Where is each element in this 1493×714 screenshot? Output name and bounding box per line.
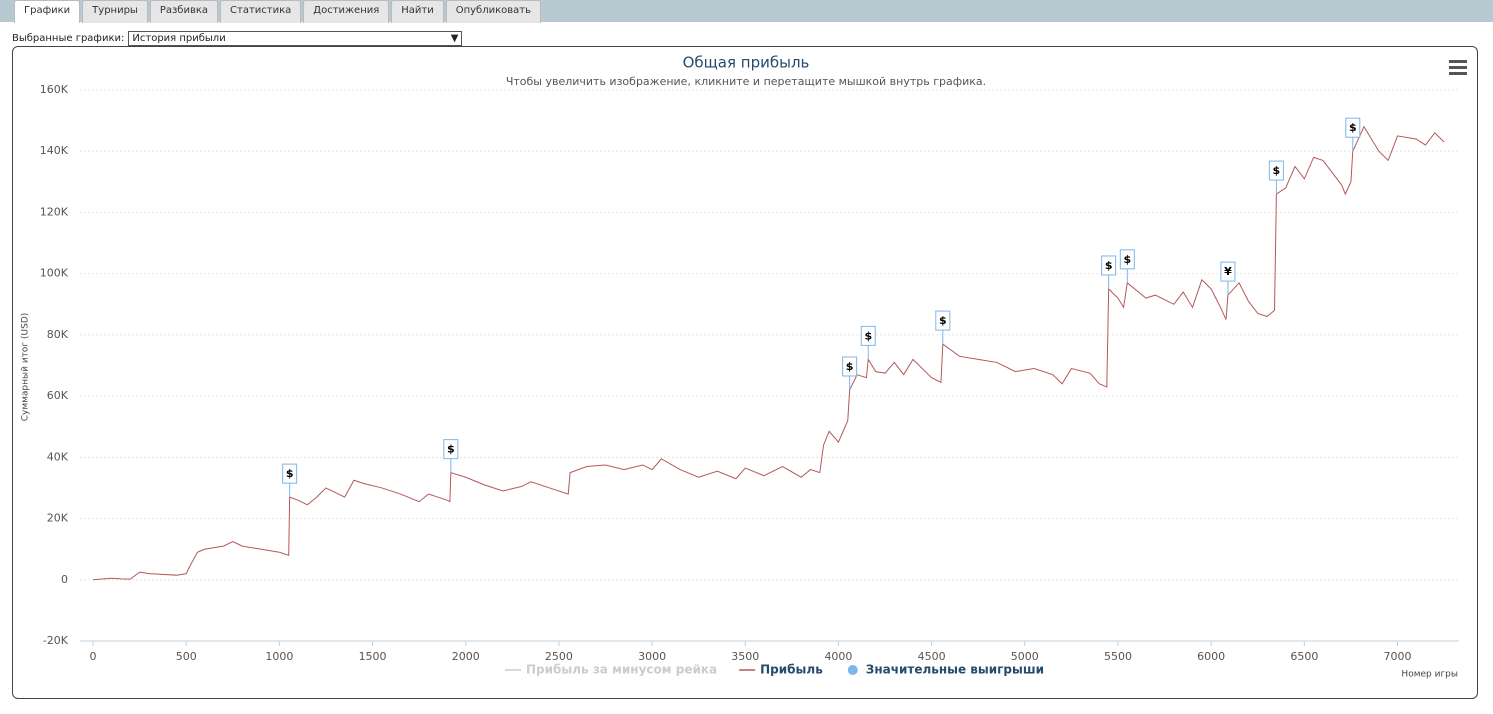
y-tick-label: 60K [47,389,69,402]
tab[interactable]: Опубликовать [445,0,542,23]
flag-box [1220,261,1236,282]
y-tick-label: 40K [47,450,69,463]
chart-selector: Выбранные графики: История прибыли ▼ [12,31,463,46]
chart-title: Общая прибыль [683,54,810,72]
flag-box [443,439,459,460]
x-tick-label: 2500 [545,650,573,663]
flag-label: $ [1123,253,1131,266]
legend-item[interactable]: Прибыль за минусом рейка [505,663,717,677]
selector-dropdown[interactable]: История прибыли ▼ [128,31,463,46]
flag-label: ¥ [1224,265,1232,278]
flag-box [1119,249,1135,270]
menu-button[interactable] [1449,60,1467,75]
y-tick-label: 160K [40,83,69,96]
win-flag: $ [1345,117,1361,152]
x-tick-label: 5500 [1104,650,1132,663]
flag-label: $ [447,443,455,456]
flag-label: $ [1349,121,1357,134]
win-flag: $ [860,325,876,360]
win-flag: $ [935,310,951,345]
flag-box [1268,160,1284,181]
x-tick-label: 1000 [265,650,293,663]
legend-label: Прибыль за минусом рейка [526,663,717,677]
profit-line [93,125,1445,581]
selector-label: Выбранные графики: [12,33,125,44]
x-tick-label: 6000 [1197,650,1225,663]
chart-subtitle: Чтобы увеличить изображение, кликните и … [506,75,986,88]
win-flag: ¥ [1220,261,1236,296]
tabs: Графики Турниры Разбивка Статистика Достижен… [14,0,542,23]
x-tick-label: 3000 [638,650,666,663]
x-tick-label: 4500 [918,650,946,663]
x-tick-label: 3500 [731,650,759,663]
flag-box [282,463,298,484]
win-flag: $ [842,356,858,390]
legend-item[interactable]: Прибыль [739,663,823,677]
flag-box [1101,255,1117,276]
tab[interactable]: Разбивка [149,0,219,23]
tab[interactable]: Найти [391,0,444,23]
x-tick-label: 500 [176,650,197,663]
tab-bar: Графики Турниры Разбивка Статистика Достижен… [0,0,1493,23]
x-tick-label: 2000 [452,650,480,663]
tab[interactable]: Турниры [82,0,148,23]
dropdown-arrow: ▼ [450,33,459,44]
tab[interactable]: Статистика [220,0,302,23]
flag-label: $ [864,329,872,342]
y-tick-label: 120K [40,205,69,218]
flag-label: $ [1273,164,1281,177]
flag-label: $ [286,467,294,480]
win-flag: $ [282,463,298,498]
win-flag: $ [1101,255,1117,289]
win-flag: $ [443,439,459,473]
tab[interactable]: Достижения [303,0,390,23]
selector-value: История прибыли [132,33,226,44]
legend-symbol [847,665,858,675]
flag-box [1345,117,1361,138]
tab[interactable]: Графики [14,0,81,23]
x-tick-label: 7000 [1384,650,1412,663]
win-flag: $ [1268,160,1284,195]
flag-label: $ [1105,259,1113,272]
x-axis-label: Номер игры [1401,670,1458,680]
x-tick-label: 6500 [1290,650,1318,663]
y-tick-label: 20K [47,512,69,525]
legend-label: Прибыль [760,663,823,677]
flag-box [860,325,876,346]
y-tick-label: 140K [40,144,69,157]
chart-container: Общая прибыль Чтобы увеличить изображени… [12,46,1478,699]
x-tick-label: 1500 [359,650,387,663]
y-tick-label: 100K [40,267,69,280]
flag-label: $ [939,314,947,327]
y-tick-label: 0 [61,573,68,586]
y-tick-label: -20K [43,634,69,647]
win-flag: $ [1119,249,1135,283]
legend-label: Значительные выигрыши [866,663,1044,677]
y-tick-label: 80K [47,328,69,341]
flag-box [842,356,858,377]
x-tick-label: 5000 [1011,650,1039,663]
x-tick-label: 0 [90,650,97,663]
y-axis-label: Суммарный итог (USD) [21,313,31,422]
chart: Общая прибыль Чтобы увеличить изображени… [21,54,1467,680]
flag-box [935,310,951,331]
legend-item[interactable]: Значительные выигрыши [847,663,1044,677]
flag-label: $ [846,360,854,373]
x-tick-label: 4000 [824,650,852,663]
